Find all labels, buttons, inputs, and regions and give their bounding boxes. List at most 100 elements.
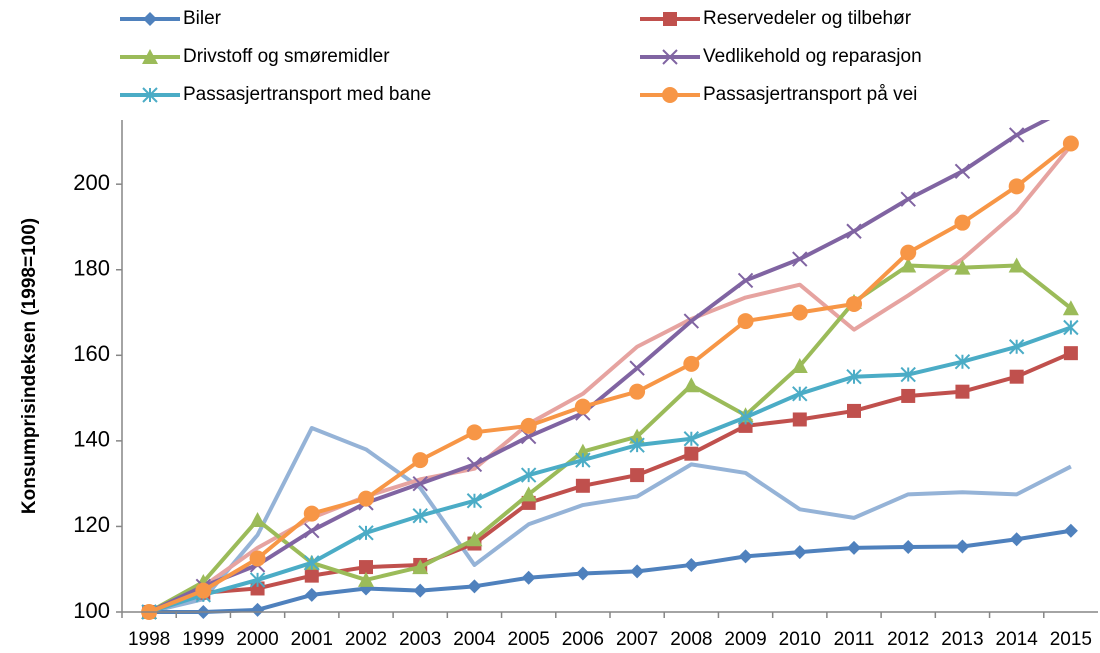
- marker: [792, 386, 808, 402]
- marker: [791, 304, 808, 321]
- x-tick-label: 2002: [345, 629, 387, 650]
- marker: [791, 358, 808, 373]
- x-tick-label: 1999: [182, 629, 224, 650]
- x-tick-label: 2012: [887, 629, 929, 650]
- x-tick-label: 2015: [1050, 629, 1092, 650]
- marker: [521, 570, 536, 585]
- y-tick-label: 120: [73, 512, 110, 537]
- marker: [1008, 257, 1025, 273]
- y-tick-label: 100: [73, 598, 110, 623]
- marker: [303, 505, 320, 522]
- marker: [358, 525, 374, 541]
- x-tick-label: 2009: [724, 629, 766, 650]
- marker: [1009, 532, 1024, 547]
- marker: [304, 568, 319, 583]
- marker: [412, 475, 428, 492]
- marker: [737, 313, 754, 330]
- marker: [520, 417, 537, 434]
- legend-label: Reservedeler og tilbehør: [703, 8, 912, 29]
- x-tick-label: 2007: [616, 629, 658, 650]
- marker: [737, 409, 754, 426]
- marker: [358, 490, 374, 507]
- marker: [683, 431, 700, 447]
- marker: [249, 572, 266, 588]
- marker: [900, 366, 916, 383]
- y-tick-label: 140: [73, 427, 110, 452]
- marker: [630, 564, 645, 579]
- x-tick-label: 2003: [399, 629, 441, 650]
- marker: [1064, 100, 1078, 114]
- legend-label: Drivstoff og smøremidler: [183, 46, 390, 67]
- marker: [520, 486, 537, 502]
- marker: [195, 582, 212, 599]
- series-line: [149, 528, 1072, 614]
- marker: [847, 403, 861, 418]
- marker: [1062, 300, 1079, 316]
- marker: [520, 467, 537, 483]
- marker: [683, 355, 700, 372]
- marker: [249, 512, 266, 528]
- marker: [792, 412, 807, 427]
- marker: [304, 555, 320, 571]
- marker: [662, 87, 678, 103]
- marker: [662, 49, 678, 65]
- legend-label: Passasjertransport med bane: [183, 84, 431, 105]
- x-tick-label: 2013: [941, 629, 983, 650]
- marker: [413, 583, 428, 598]
- marker: [1063, 346, 1078, 361]
- marker: [629, 437, 645, 453]
- marker: [142, 87, 158, 103]
- x-tick-label: 2008: [670, 629, 712, 650]
- series-line: [148, 263, 1073, 614]
- marker: [737, 272, 754, 289]
- marker: [304, 523, 320, 539]
- marker: [412, 559, 429, 575]
- marker: [466, 424, 483, 441]
- marker: [663, 12, 677, 26]
- y-tick-label: 200: [73, 170, 110, 195]
- marker: [846, 295, 862, 312]
- marker: [412, 508, 428, 524]
- marker: [575, 478, 590, 493]
- marker: [954, 214, 971, 231]
- x-tick-label: 2005: [508, 629, 550, 650]
- marker: [792, 251, 808, 267]
- legend-label: Vedlikehold og reparasjon: [703, 46, 922, 67]
- marker: [738, 418, 753, 433]
- marker: [1008, 178, 1025, 195]
- legend-label: Passasjertransport på vei: [703, 84, 917, 105]
- marker: [1009, 369, 1024, 384]
- marker: [250, 602, 265, 617]
- marker: [683, 377, 700, 393]
- marker: [901, 539, 916, 554]
- marker: [847, 540, 861, 555]
- marker: [630, 468, 645, 483]
- y-tick-label: 160: [73, 341, 110, 366]
- marker: [955, 539, 970, 554]
- marker: [412, 452, 429, 469]
- marker: [359, 560, 373, 575]
- marker: [955, 384, 970, 399]
- x-tick-label: 2004: [453, 629, 496, 650]
- marker: [1063, 523, 1078, 538]
- x-tick-label: 1998: [128, 629, 170, 650]
- marker: [575, 566, 590, 581]
- marker: [1008, 127, 1025, 143]
- series-line: [148, 141, 1073, 614]
- marker: [900, 191, 916, 207]
- marker: [467, 579, 482, 594]
- marker: [1063, 319, 1079, 336]
- marker: [466, 531, 483, 547]
- series-line: [148, 120, 1051, 614]
- marker: [466, 456, 483, 473]
- marker: [629, 360, 645, 376]
- legend-label: Biler: [183, 8, 222, 29]
- marker: [846, 223, 862, 239]
- marker: [900, 244, 917, 261]
- series-line: [148, 351, 1072, 614]
- x-tick-label: 2001: [291, 629, 333, 650]
- marker: [574, 398, 591, 415]
- marker: [358, 571, 374, 587]
- marker: [954, 163, 971, 180]
